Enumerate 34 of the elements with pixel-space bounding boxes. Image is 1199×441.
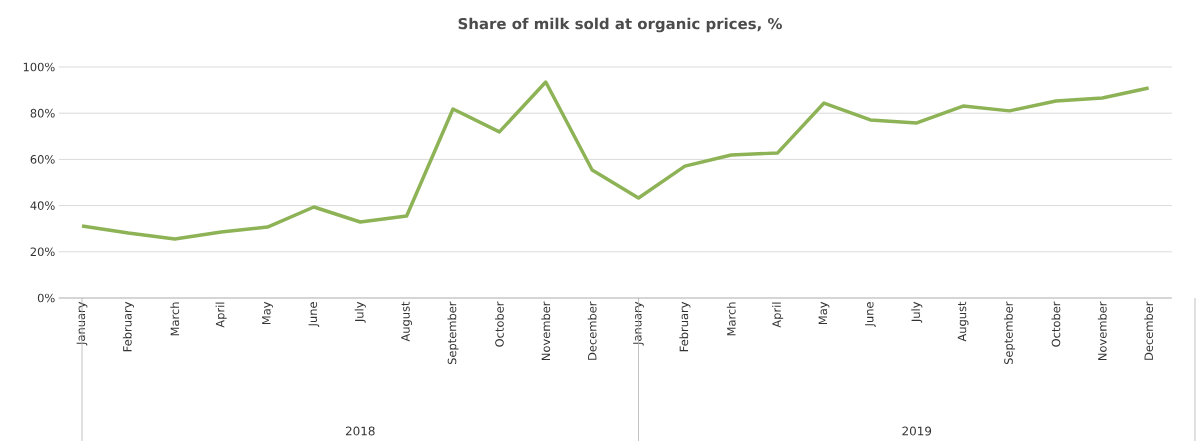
- y-tick-label: 80%: [30, 108, 55, 118]
- x-tick-label: March: [170, 302, 180, 336]
- x-tick-label: March: [726, 302, 736, 336]
- x-tick-label: September: [447, 301, 459, 364]
- x-tick-label: June: [308, 301, 320, 327]
- x-tick-label: November: [1097, 301, 1107, 360]
- line-series: [80, 80, 1151, 241]
- x-tick-label: July: [911, 301, 923, 323]
- x-tick-label: February: [679, 301, 691, 351]
- text: 2019: [902, 426, 932, 436]
- x-tick-label: May: [818, 301, 830, 324]
- y-tick-label: 60%: [30, 154, 55, 164]
- text: 2018: [345, 426, 375, 436]
- x-tick-label: September: [1003, 301, 1016, 364]
- y-tick-label: 100%: [23, 62, 55, 72]
- x-tick-label: January: [633, 301, 644, 346]
- x-tick-label: August: [401, 301, 412, 342]
- x-tick-label: October: [494, 301, 504, 347]
- y-tick-label: 20%: [30, 247, 55, 256]
- x-tick-label: April: [215, 302, 227, 328]
- x-tick-label: December: [1144, 301, 1154, 360]
- y-tick-label: 0%: [37, 293, 55, 303]
- x-tick-label: August: [957, 301, 969, 342]
- x-tick-label: October: [1051, 301, 1061, 347]
- x-tick-label: April: [772, 302, 784, 328]
- x-tick-label: February: [122, 301, 134, 351]
- y-tick-label: 40%: [30, 201, 55, 210]
- x-tick-label: June: [865, 301, 876, 327]
- x-tick-label: January: [76, 301, 88, 346]
- x-tick-label: May: [262, 301, 273, 324]
- chart-title: Share of milk sold at organic prices, %: [458, 17, 782, 33]
- x-tick-label: November: [541, 301, 551, 360]
- x-tick-label: December: [587, 301, 597, 360]
- x-tick-label: July: [354, 301, 366, 323]
